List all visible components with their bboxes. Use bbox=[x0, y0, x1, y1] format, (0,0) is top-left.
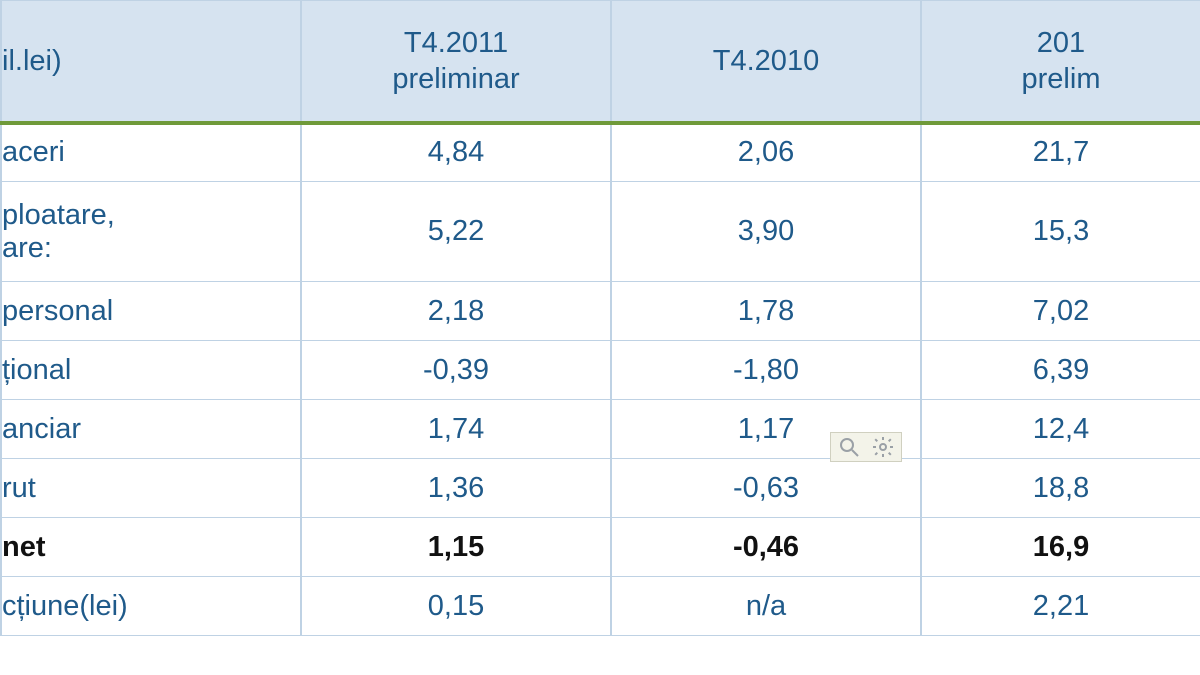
cell-y2011: 12,4 bbox=[921, 400, 1200, 459]
image-toolbar-overlay[interactable] bbox=[830, 432, 902, 462]
cell-t4_2010: 3,90 bbox=[611, 182, 921, 282]
table-row: cțiune(lei)0,15n/a2,21 bbox=[1, 577, 1200, 636]
row-label: țional bbox=[1, 341, 301, 400]
row-label: net bbox=[1, 518, 301, 577]
table-row: anciar1,741,1712,4 bbox=[1, 400, 1200, 459]
table-row: net1,15-0,4616,9 bbox=[1, 518, 1200, 577]
cell-y2011: 15,3 bbox=[921, 182, 1200, 282]
cell-t4_2011: -0,39 bbox=[301, 341, 611, 400]
table-row: personal2,181,787,02 bbox=[1, 282, 1200, 341]
row-label: aceri bbox=[1, 123, 301, 182]
cell-t4_2011: 1,15 bbox=[301, 518, 611, 577]
cell-y2011: 6,39 bbox=[921, 341, 1200, 400]
table-row: ploatare,are:5,223,9015,3 bbox=[1, 182, 1200, 282]
gear-icon[interactable] bbox=[871, 435, 895, 459]
col-header-t4_2010: T4.2010 bbox=[611, 1, 921, 123]
row-label: ploatare,are: bbox=[1, 182, 301, 282]
cell-t4_2010: 1,78 bbox=[611, 282, 921, 341]
cell-t4_2010: n/a bbox=[611, 577, 921, 636]
financial-table: il.lei)T4.2011preliminarT4.2010201prelim… bbox=[0, 0, 1200, 636]
cell-t4_2010: 2,06 bbox=[611, 123, 921, 182]
table-header-row: il.lei)T4.2011preliminarT4.2010201prelim bbox=[1, 1, 1200, 123]
cell-t4_2010: -0,63 bbox=[611, 459, 921, 518]
cell-t4_2011: 4,84 bbox=[301, 123, 611, 182]
cell-t4_2010: -0,46 bbox=[611, 518, 921, 577]
col-header-t4_2011: T4.2011preliminar bbox=[301, 1, 611, 123]
cell-t4_2011: 5,22 bbox=[301, 182, 611, 282]
table-row: rut1,36-0,6318,8 bbox=[1, 459, 1200, 518]
table-row: țional-0,39-1,806,39 bbox=[1, 341, 1200, 400]
cell-t4_2010: -1,80 bbox=[611, 341, 921, 400]
cell-y2011: 21,7 bbox=[921, 123, 1200, 182]
cell-t4_2011: 0,15 bbox=[301, 577, 611, 636]
magnifier-icon[interactable] bbox=[837, 435, 861, 459]
cell-y2011: 18,8 bbox=[921, 459, 1200, 518]
row-label: rut bbox=[1, 459, 301, 518]
row-label: anciar bbox=[1, 400, 301, 459]
row-label: personal bbox=[1, 282, 301, 341]
row-label: cțiune(lei) bbox=[1, 577, 301, 636]
col-header-label: il.lei) bbox=[1, 1, 301, 123]
cell-t4_2011: 2,18 bbox=[301, 282, 611, 341]
cell-y2011: 7,02 bbox=[921, 282, 1200, 341]
cell-y2011: 2,21 bbox=[921, 577, 1200, 636]
table-row: aceri4,842,0621,7 bbox=[1, 123, 1200, 182]
cell-t4_2011: 1,36 bbox=[301, 459, 611, 518]
col-header-y2011: 201prelim bbox=[921, 1, 1200, 123]
cell-t4_2011: 1,74 bbox=[301, 400, 611, 459]
cell-y2011: 16,9 bbox=[921, 518, 1200, 577]
